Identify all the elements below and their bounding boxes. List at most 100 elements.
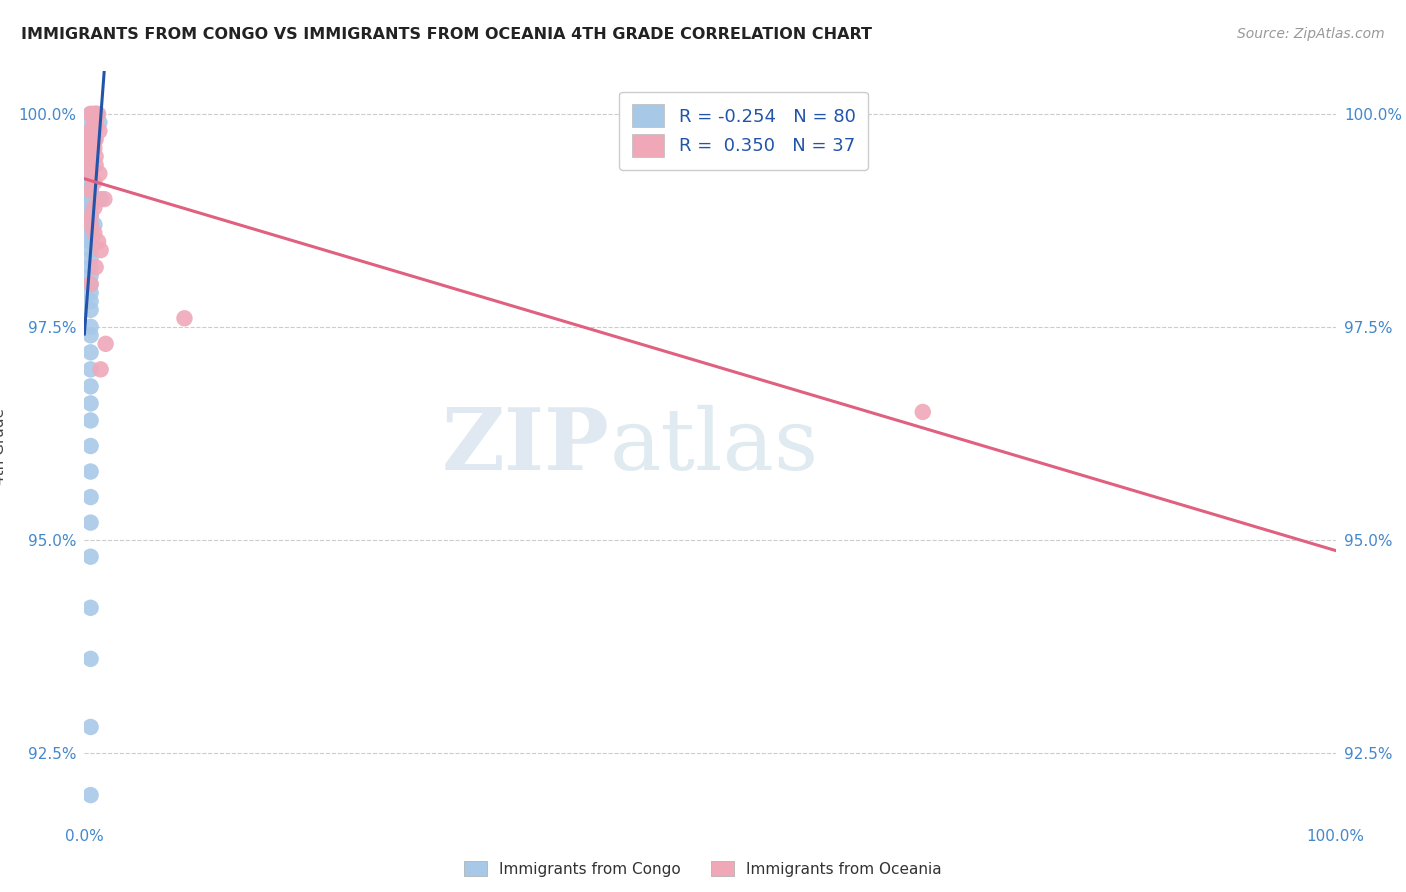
Point	[79, 285, 101, 300]
Point	[83, 226, 105, 240]
Point	[83, 132, 105, 146]
Point	[79, 141, 101, 155]
Point	[79, 218, 101, 232]
Point	[84, 107, 107, 121]
Point	[84, 149, 107, 163]
Text: IMMIGRANTS FROM CONGO VS IMMIGRANTS FROM OCEANIA 4TH GRADE CORRELATION CHART: IMMIGRANTS FROM CONGO VS IMMIGRANTS FROM…	[21, 27, 872, 42]
Point	[79, 132, 101, 146]
Point	[79, 413, 101, 427]
Point	[79, 141, 101, 155]
Point	[79, 158, 101, 172]
Point	[84, 260, 107, 275]
Point	[79, 218, 101, 232]
Point	[79, 439, 101, 453]
Point	[79, 652, 101, 666]
Point	[79, 600, 101, 615]
Point	[83, 124, 105, 138]
Point	[79, 345, 101, 359]
Point	[84, 132, 107, 146]
Point	[83, 218, 105, 232]
Y-axis label: 4th Grade: 4th Grade	[0, 408, 7, 484]
Text: atlas: atlas	[610, 404, 820, 488]
Point	[79, 184, 101, 198]
Point	[79, 277, 101, 292]
Point	[79, 115, 101, 129]
Point	[79, 201, 101, 215]
Point	[79, 141, 101, 155]
Point	[79, 379, 101, 393]
Point	[79, 252, 101, 266]
Point	[79, 294, 101, 309]
Point	[79, 235, 101, 249]
Point	[79, 132, 101, 146]
Point	[86, 107, 108, 121]
Point	[79, 192, 101, 206]
Point	[79, 226, 101, 240]
Point	[79, 158, 101, 172]
Point	[87, 107, 110, 121]
Point	[79, 149, 101, 163]
Point	[79, 184, 101, 198]
Point	[79, 465, 101, 479]
Point	[79, 149, 101, 163]
Point	[79, 141, 101, 155]
Point	[79, 362, 101, 376]
Point	[79, 124, 101, 138]
Point	[79, 158, 101, 172]
Point	[79, 328, 101, 343]
Point	[79, 107, 101, 121]
Point	[87, 235, 110, 249]
Point	[79, 141, 101, 155]
Point	[79, 141, 101, 155]
Point	[79, 243, 101, 257]
Point	[90, 192, 112, 206]
Point	[84, 158, 107, 172]
Point	[79, 201, 101, 215]
Point	[79, 788, 101, 802]
Legend: Immigrants from Congo, Immigrants from Oceania: Immigrants from Congo, Immigrants from O…	[457, 853, 949, 884]
Point	[79, 302, 101, 317]
Point	[79, 277, 101, 292]
Point	[89, 115, 111, 129]
Point	[79, 396, 101, 410]
Point	[79, 158, 101, 172]
Point	[79, 209, 101, 223]
Text: Source: ZipAtlas.com: Source: ZipAtlas.com	[1237, 27, 1385, 41]
Point	[79, 175, 101, 189]
Point	[79, 149, 101, 163]
Point	[90, 243, 112, 257]
Point	[79, 192, 101, 206]
Point	[79, 167, 101, 181]
Point	[83, 124, 105, 138]
Point	[93, 192, 115, 206]
Point	[79, 260, 101, 275]
Point	[94, 336, 117, 351]
Point	[83, 141, 105, 155]
Point	[79, 124, 101, 138]
Point	[79, 132, 101, 146]
Point	[79, 175, 101, 189]
Point	[79, 184, 101, 198]
Point	[79, 209, 101, 223]
Point	[79, 184, 101, 198]
Point	[83, 201, 105, 215]
Point	[79, 124, 101, 138]
Legend: R = -0.254   N = 80, R =  0.350   N = 37: R = -0.254 N = 80, R = 0.350 N = 37	[619, 92, 868, 169]
Point	[79, 490, 101, 504]
Point	[89, 124, 111, 138]
Point	[79, 167, 101, 181]
Text: ZIP: ZIP	[441, 404, 610, 488]
Point	[79, 107, 101, 121]
Point	[79, 158, 101, 172]
Point	[79, 141, 101, 155]
Point	[82, 141, 104, 155]
Point	[79, 132, 101, 146]
Point	[79, 167, 101, 181]
Point	[79, 549, 101, 564]
Point	[90, 362, 112, 376]
Point	[83, 115, 105, 129]
Point	[79, 149, 101, 163]
Point	[79, 235, 101, 249]
Point	[79, 132, 101, 146]
Point	[79, 141, 101, 155]
